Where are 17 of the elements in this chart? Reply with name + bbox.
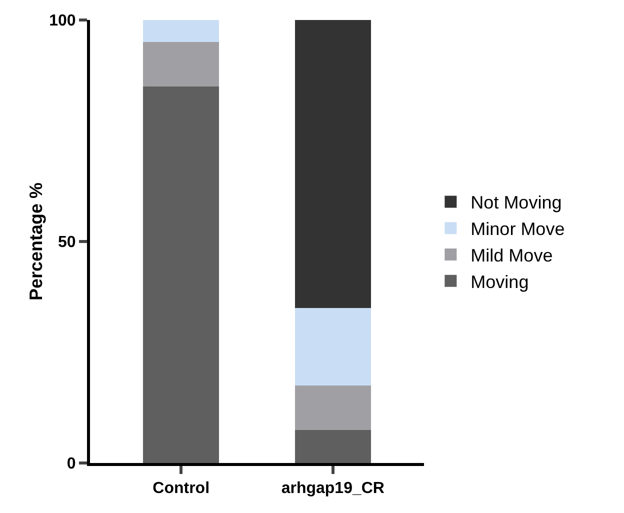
bar [294, 20, 371, 308]
legend-label: Not Moving [470, 192, 562, 213]
x-tick-label: arhgap19_CR [281, 480, 385, 498]
bar [143, 20, 220, 42]
legend-label: Moving [470, 272, 529, 292]
y-axis-title: Percentage % [26, 182, 46, 301]
y-tick-label: 100 [49, 12, 76, 30]
legend-label: Minor Move [470, 219, 565, 240]
bar [294, 430, 371, 463]
bar [294, 308, 371, 386]
y-tick-label: 0 [66, 456, 76, 473]
x-tick-label: Control [152, 480, 210, 498]
y-tick-label: 50 [58, 234, 76, 252]
bar [294, 385, 371, 430]
legend-label: Mild Move [470, 246, 553, 266]
bar [143, 42, 220, 86]
bar [143, 86, 220, 463]
